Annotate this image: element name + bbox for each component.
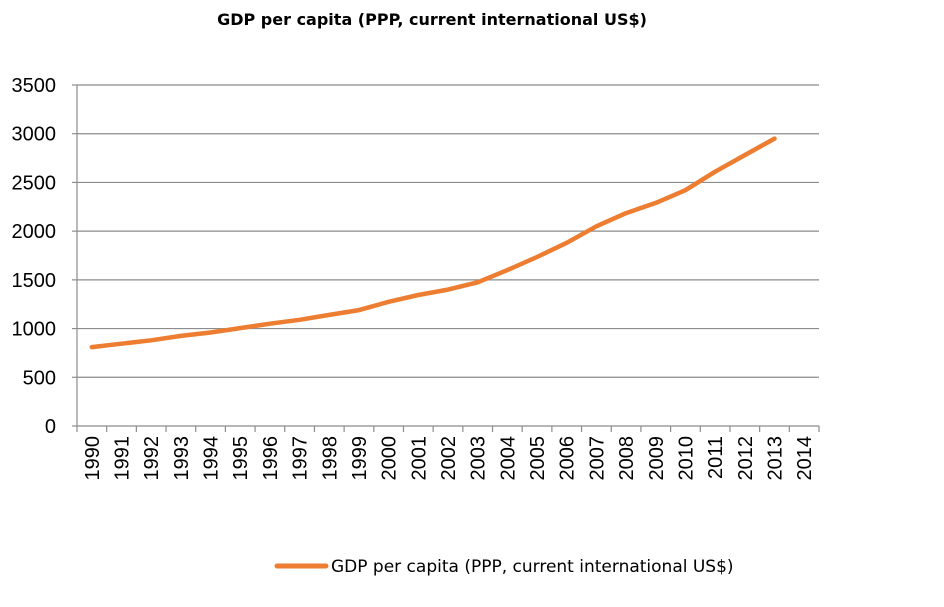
y-tick-label-500: 500 (23, 367, 56, 389)
x-tick-label-2007: 2007 (586, 436, 608, 481)
x-tick-label-2011: 2011 (705, 436, 727, 479)
y-tick-label-1500: 1500 (12, 270, 57, 292)
x-tick-label-1992: 1992 (141, 436, 163, 481)
x-tick-label-2009: 2009 (646, 436, 668, 481)
x-tick-label-2002: 2002 (438, 436, 460, 481)
x-tick-label-1993: 1993 (171, 436, 193, 481)
x-tick-label-2008: 2008 (616, 436, 638, 481)
x-tick-label-2005: 2005 (527, 436, 549, 481)
x-tick-label-1995: 1995 (230, 436, 252, 481)
x-tick-label-1997: 1997 (290, 436, 312, 481)
x-tick-label-2014: 2014 (794, 436, 816, 481)
x-tick-label-1991: 1991 (112, 436, 134, 481)
series-line-0 (89, 136, 777, 350)
legend: GDP per capita (PPP, current internation… (274, 557, 734, 577)
legend-label: GDP per capita (PPP, current internation… (331, 557, 734, 577)
x-axis-tick-labels: 1990 1991 1992 1993 1994 1995 1996 1997 1998 1999… (82, 436, 816, 481)
x-tick-label-1999: 1999 (349, 436, 371, 481)
gridlines (77, 84, 819, 378)
y-axis-tick-labels: 0 500 1000 1500 2000 2500 3000 3500 (12, 75, 57, 438)
x-tick-label-2013: 2013 (764, 436, 786, 481)
axes (72, 84, 820, 432)
x-tick-label-2004: 2004 (497, 436, 519, 481)
y-tick-label-3000: 3000 (12, 124, 57, 146)
x-tick-label-2003: 2003 (468, 436, 490, 481)
x-tick-label-2001: 2001 (408, 436, 430, 481)
chart-title: GDP per capita (PPP, current internation… (217, 10, 647, 29)
x-tick-label-1998: 1998 (319, 436, 341, 481)
x-tick-label-1996: 1996 (260, 436, 282, 481)
y-tick-label-1000: 1000 (12, 319, 57, 341)
y-tick-label-0: 0 (45, 416, 56, 438)
x-tick-label-2012: 2012 (735, 436, 757, 481)
series-lines (89, 136, 777, 350)
y-tick-label-2500: 2500 (12, 172, 57, 194)
x-tick-label-1990: 1990 (82, 436, 104, 481)
x-tick-label-2000: 2000 (379, 436, 401, 481)
y-tick-label-2000: 2000 (12, 221, 57, 243)
x-tick-label-2010: 2010 (675, 436, 697, 481)
y-tick-label-3500: 3500 (12, 75, 57, 97)
x-tick-label-2006: 2006 (557, 436, 579, 481)
x-tick-label-1994: 1994 (201, 436, 223, 481)
